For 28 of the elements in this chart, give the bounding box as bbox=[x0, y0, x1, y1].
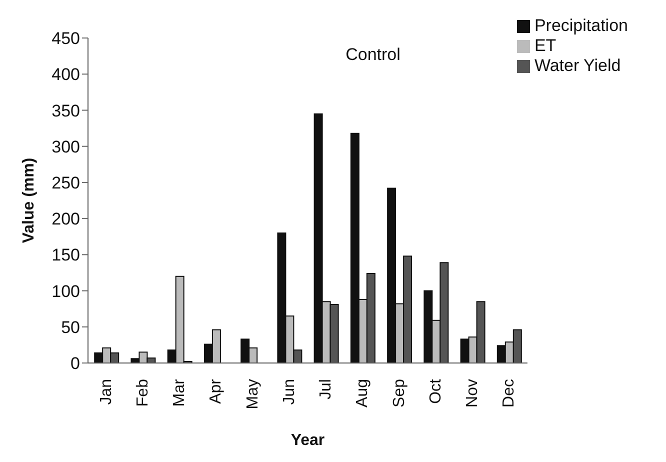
y-tick-label: 150 bbox=[52, 246, 80, 265]
legend-label: Water Yield bbox=[534, 56, 621, 75]
y-tick-label: 250 bbox=[52, 173, 80, 192]
x-tick-label: Aug bbox=[354, 379, 372, 408]
x-tick-label: Jul bbox=[318, 379, 335, 400]
y-tick-label: 200 bbox=[52, 210, 80, 229]
y-tick-label: 50 bbox=[61, 318, 80, 337]
y-tick-label: 100 bbox=[52, 282, 80, 301]
y-axis-title: Value (mm) bbox=[20, 158, 38, 244]
x-tick-label: Mar bbox=[171, 378, 188, 407]
legend-label: ET bbox=[534, 36, 556, 55]
y-tick-label: 300 bbox=[52, 137, 80, 156]
x-tick-label: Feb bbox=[134, 378, 152, 407]
y-tick-label: 450 bbox=[52, 29, 80, 48]
x-tick-label: Apr bbox=[208, 378, 225, 404]
y-tick-label: 350 bbox=[52, 101, 80, 120]
x-tick-label: May bbox=[244, 379, 262, 410]
y-tick-label: 0 bbox=[70, 354, 80, 374]
chart-title: Control bbox=[346, 45, 400, 64]
x-tick-label: Oct bbox=[427, 378, 444, 404]
x-tick-label: Jan bbox=[98, 379, 115, 405]
x-tick-label: Nov bbox=[464, 379, 482, 408]
x-axis-title: Year bbox=[290, 432, 325, 449]
x-tick-label: Dec bbox=[500, 379, 518, 408]
x-tick-label: Sep bbox=[390, 378, 408, 408]
x-tick-label: Jun bbox=[280, 379, 298, 405]
legend-label: Precipitation bbox=[534, 16, 628, 35]
y-tick-label: 400 bbox=[52, 65, 80, 84]
